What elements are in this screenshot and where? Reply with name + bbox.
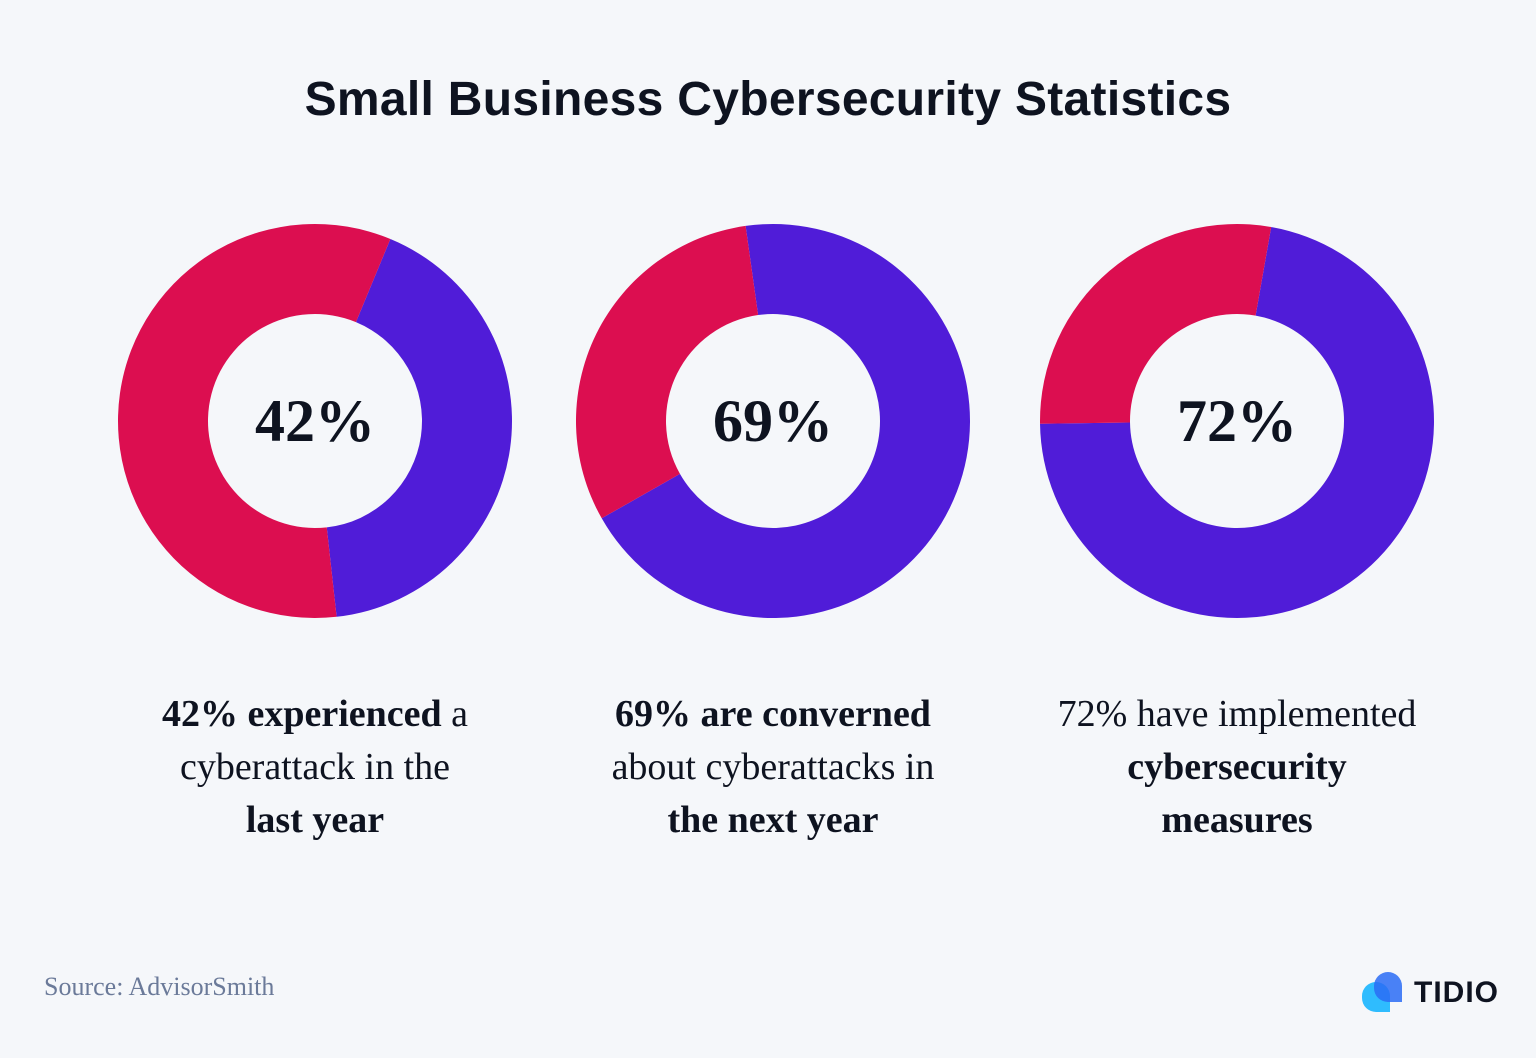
donut-chart-2: 69% [573, 221, 973, 621]
caption-line: the next year [553, 794, 993, 847]
caption-text: cyberattack in the [179, 746, 451, 788]
chart-title: Small Business Cybersecurity Statistics [304, 73, 1232, 126]
caption-emphasis: 42% experienced [161, 693, 442, 735]
caption-line: 42% experienced a [95, 688, 535, 741]
caption-line: measures [1017, 794, 1457, 847]
donut-caption: 72% have implemented cybersecurity measure… [1017, 688, 1457, 847]
tidio-logo: TIDIO [1360, 972, 1499, 1014]
caption-emphasis: the next year [667, 799, 879, 841]
donut-segment-share [326, 238, 512, 617]
donut-segment-remainder [118, 224, 391, 618]
caption-emphasis: last year [245, 799, 385, 841]
chat-bubbles-icon [1362, 972, 1402, 1012]
caption-line: last year [95, 794, 535, 847]
caption-line: cyberattack in the [95, 741, 535, 794]
caption-line: cybersecurity [1017, 741, 1457, 794]
donut-chart-3: 72% [1037, 221, 1437, 621]
caption-emphasis: measures [1161, 799, 1313, 841]
logo-text: TIDIO [1414, 976, 1499, 1009]
donut-center-label: 69% [713, 387, 833, 454]
donut-segment-remainder [576, 225, 759, 519]
donut-segment-share [1040, 226, 1434, 619]
donut-segment-remainder [1040, 223, 1272, 424]
donut-segment-share [601, 224, 970, 618]
donut-center-label: 72% [1177, 387, 1297, 454]
source-note: Source: AdvisorSmith [44, 972, 275, 1001]
caption-line: 72% have implemented [1017, 688, 1457, 741]
donut-center-label: 42% [255, 387, 375, 454]
caption-text: 72% have implemented [1057, 693, 1417, 735]
caption-line: 69% are converned [553, 688, 993, 741]
caption-line: about cyberattacks in [553, 741, 993, 794]
donut-caption: 42% experienced a cyberattack in the last … [95, 688, 535, 847]
caption-emphasis: cybersecurity [1127, 746, 1347, 788]
caption-text: a [441, 693, 469, 735]
caption-emphasis: 69% are converned [615, 693, 931, 735]
caption-text: about cyberattacks in [611, 746, 935, 788]
donut-caption: 69% are converned about cyberattacks in th… [553, 688, 993, 847]
donut-chart-1: 42% [115, 221, 515, 621]
